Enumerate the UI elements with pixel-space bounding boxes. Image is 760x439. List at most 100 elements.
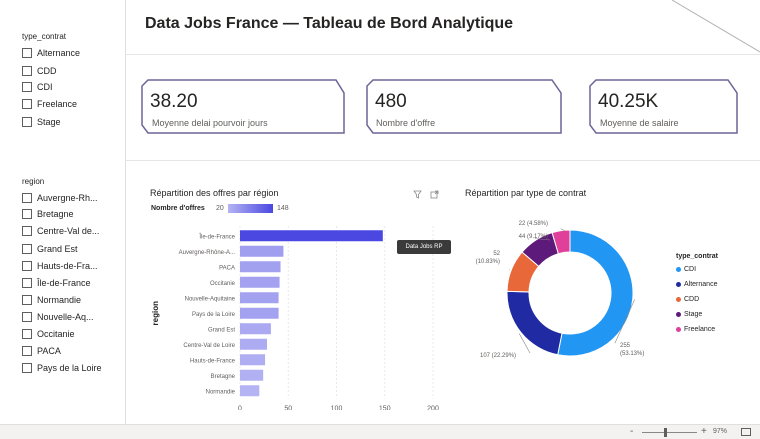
bar-chart: 0 50 100 150 200 Île-de-France Auvergne-Rhône-… xyxy=(151,226,439,411)
checkbox-icon[interactable] xyxy=(22,82,32,92)
y-tick-label: Île-de-France xyxy=(198,233,235,240)
donut-chart: 255 (53.13%) 107 (22.29%) 52 (10.83%) 44 (9.1… xyxy=(476,221,645,359)
checkbox-icon[interactable] xyxy=(22,193,32,203)
y-axis-label: region xyxy=(151,301,160,326)
title-divider xyxy=(126,54,760,55)
checkbox-icon[interactable] xyxy=(22,48,32,58)
slicer-option-hauts[interactable]: Hauts-de-Fra... xyxy=(22,261,98,271)
slicer-option-bretagne[interactable]: Bretagne xyxy=(22,209,74,219)
zoom-in-button[interactable]: + xyxy=(701,426,707,437)
legend-item-cdd[interactable]: CDD xyxy=(676,296,699,303)
checkbox-icon[interactable] xyxy=(22,66,32,76)
kpi-label-offres: Nombre d'offre xyxy=(376,118,436,128)
kpi-value-delai: 38.20 xyxy=(150,91,198,112)
bar[interactable] xyxy=(240,276,280,288)
checkbox-icon[interactable] xyxy=(22,346,32,356)
legend-dot-icon xyxy=(676,297,681,302)
bar[interactable] xyxy=(240,369,264,381)
zoom-slider[interactable] xyxy=(642,432,697,433)
y-tick-label: Hauts-de-France xyxy=(190,358,236,364)
slicer-option-ile-de-france[interactable]: Île-de-France xyxy=(22,278,91,288)
slicer-option-cdd[interactable]: CDD xyxy=(22,66,57,76)
data-label: 255 (53.13%) xyxy=(620,343,644,357)
bar[interactable] xyxy=(240,261,281,273)
donut-chart-title: Répartition par type de contrat xyxy=(465,188,587,198)
bar[interactable] xyxy=(240,230,383,242)
slicer-option-auvergne[interactable]: Auvergne-Rh... xyxy=(22,193,98,203)
checkbox-icon[interactable] xyxy=(22,244,32,254)
donut-legend-title: type_contrat xyxy=(676,253,719,260)
focus-mode-icon[interactable] xyxy=(430,190,439,201)
y-tick-label: Grand Est xyxy=(208,327,235,333)
slicer-option-freelance[interactable]: Freelance xyxy=(22,99,77,109)
fit-to-page-icon[interactable] xyxy=(741,428,751,436)
data-label: 52 (10.83%) xyxy=(476,251,501,265)
leader-line xyxy=(518,333,531,354)
region-slicer-title: region xyxy=(22,177,45,186)
checkbox-icon[interactable] xyxy=(22,99,32,109)
donut-slice-cdi[interactable] xyxy=(557,229,634,357)
x-tick-label: 50 xyxy=(284,406,292,411)
tooltip: Data Jobs RP xyxy=(397,240,451,254)
legend-item-stage[interactable]: Stage xyxy=(676,311,702,318)
checkbox-icon[interactable] xyxy=(22,209,32,219)
filter-icon[interactable] xyxy=(413,190,422,201)
bar-chart-title: Répartition des offres par région xyxy=(150,188,279,198)
leader-line xyxy=(534,238,551,241)
checkbox-icon[interactable] xyxy=(22,226,32,236)
status-bar: - + 97% xyxy=(0,424,760,439)
checkbox-icon[interactable] xyxy=(22,295,32,305)
bar-legend-gradient xyxy=(228,204,273,213)
slicer-option-nouvelle-aquitaine[interactable]: Nouvelle-Aq... xyxy=(22,312,94,322)
checkbox-icon[interactable] xyxy=(22,278,32,288)
x-tick-label: 100 xyxy=(331,406,343,411)
slicer-option-grand-est[interactable]: Grand Est xyxy=(22,244,78,254)
kpi-card-offres[interactable] xyxy=(365,77,570,137)
bar[interactable] xyxy=(240,385,260,397)
checkbox-icon[interactable] xyxy=(22,363,32,373)
kpi-card-delai[interactable] xyxy=(140,77,350,137)
section-divider xyxy=(126,160,760,161)
legend-item-alternance[interactable]: Alternance xyxy=(676,281,717,288)
kpi-card-salaire[interactable] xyxy=(588,77,743,137)
legend-item-cdi[interactable]: CDI xyxy=(676,266,696,273)
slicer-option-centre[interactable]: Centre-Val de... xyxy=(22,226,99,236)
bar[interactable] xyxy=(240,292,279,304)
data-label: 22 (4.58%) xyxy=(519,221,548,227)
checkbox-icon[interactable] xyxy=(22,261,32,271)
slicer-option-occitanie[interactable]: Occitanie xyxy=(22,329,75,339)
legend-dot-icon xyxy=(676,327,681,332)
donut-slice-alternance[interactable] xyxy=(506,290,563,356)
y-tick-label: Normandie xyxy=(206,389,236,395)
bar[interactable] xyxy=(240,323,271,335)
y-tick-label: PACA xyxy=(219,265,235,271)
y-tick-label: Centre-Val de Loire xyxy=(183,343,235,349)
slicer-option-normandie[interactable]: Normandie xyxy=(22,295,81,305)
zoom-out-button[interactable]: - xyxy=(630,426,634,437)
legend-item-freelance[interactable]: Freelance xyxy=(676,326,715,333)
bar[interactable] xyxy=(240,338,268,350)
slicer-option-pays-de-la-loire[interactable]: Pays de la Loire xyxy=(22,363,102,373)
slicer-option-paca[interactable]: PACA xyxy=(22,346,61,356)
legend-dot-icon xyxy=(676,267,681,272)
donut-slice-freelance[interactable] xyxy=(551,229,571,255)
data-label: 44 (9.17%) xyxy=(519,234,548,240)
bar[interactable] xyxy=(240,245,284,257)
zoom-level: 97% xyxy=(713,428,728,435)
bar-legend-min: 20 xyxy=(216,205,224,212)
bar[interactable] xyxy=(240,354,266,366)
bar[interactable] xyxy=(240,307,279,319)
bar-legend-label: Nombre d'offres xyxy=(151,205,205,212)
y-tick-label: Auvergne-Rhône-A... xyxy=(179,250,236,256)
slicer-option-stage[interactable]: Stage xyxy=(22,117,61,127)
checkbox-icon[interactable] xyxy=(22,117,32,127)
zoom-slider-thumb[interactable] xyxy=(664,428,667,437)
checkbox-icon[interactable] xyxy=(22,329,32,339)
kpi-value-offres: 480 xyxy=(375,91,407,112)
slicer-option-alternance[interactable]: Alternance xyxy=(22,48,80,58)
checkbox-icon[interactable] xyxy=(22,312,32,322)
page-title: Data Jobs France — Tableau de Bord Analy… xyxy=(145,15,514,32)
slicer-option-cdi[interactable]: CDI xyxy=(22,82,53,92)
leader-line xyxy=(560,228,566,232)
bar-legend-max: 148 xyxy=(277,205,289,212)
